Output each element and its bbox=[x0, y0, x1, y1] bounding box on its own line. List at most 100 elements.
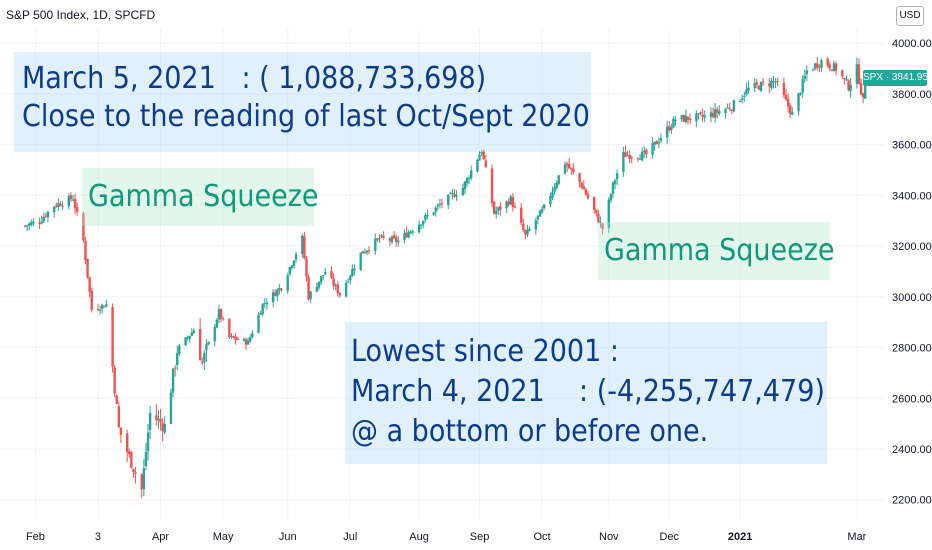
annotation-gamma-squeeze-right[interactable]: Gamma Squeeze bbox=[598, 222, 835, 280]
candle bbox=[178, 343, 181, 357]
annotation-gamma-squeeze-left-text: Gamma Squeeze bbox=[88, 179, 319, 214]
candle bbox=[528, 226, 531, 232]
candle bbox=[659, 133, 663, 143]
candle bbox=[684, 109, 688, 124]
y-tick-label: 4000.00 bbox=[892, 38, 932, 50]
candle bbox=[82, 211, 85, 243]
candle bbox=[265, 298, 269, 310]
candle bbox=[219, 308, 223, 323]
y-tick-label: 3800.00 bbox=[892, 89, 932, 101]
candle bbox=[843, 77, 846, 85]
candle bbox=[753, 78, 756, 93]
annotation-gamma-squeeze-left[interactable]: Gamma Squeeze bbox=[82, 168, 319, 226]
candle bbox=[830, 69, 834, 72]
candle bbox=[718, 105, 721, 116]
candle bbox=[801, 74, 804, 98]
y-tick-label: 2800.00 bbox=[892, 343, 932, 355]
candle bbox=[540, 206, 544, 214]
candle bbox=[221, 316, 225, 321]
candle bbox=[453, 189, 456, 198]
candle bbox=[192, 328, 196, 334]
annotation-gamma-squeeze-right-text: Gamma Squeeze bbox=[604, 233, 835, 268]
candle bbox=[86, 258, 89, 279]
candle bbox=[484, 155, 487, 168]
x-tick-label: Apr bbox=[152, 531, 169, 543]
candle bbox=[73, 193, 77, 215]
candle bbox=[536, 215, 540, 225]
x-tick-label: Oct bbox=[534, 531, 551, 543]
candle bbox=[601, 222, 604, 235]
candle bbox=[490, 164, 494, 208]
candle bbox=[344, 280, 348, 298]
annotation-march-5[interactable]: March 5, 2021 : ( 1,088,733,698) Close t… bbox=[14, 52, 591, 152]
candle bbox=[228, 318, 231, 340]
candle bbox=[215, 318, 219, 329]
candle bbox=[741, 94, 744, 104]
candle bbox=[469, 165, 473, 181]
candle bbox=[724, 107, 727, 119]
candle bbox=[841, 69, 844, 79]
candle bbox=[709, 107, 713, 123]
candle bbox=[799, 92, 802, 97]
candle bbox=[645, 148, 648, 159]
candle bbox=[146, 423, 150, 461]
candle bbox=[526, 224, 529, 238]
candle bbox=[119, 427, 123, 444]
y-axis[interactable]: 2200.00 2400.00 2600.00 2800.00 3000.00 3200.… bbox=[892, 38, 932, 506]
candle bbox=[334, 283, 337, 291]
candle bbox=[374, 233, 377, 255]
candle bbox=[570, 167, 573, 175]
candle bbox=[628, 149, 631, 163]
candle bbox=[665, 120, 669, 144]
candle bbox=[609, 192, 613, 204]
candle bbox=[597, 209, 600, 224]
candle bbox=[522, 218, 525, 232]
candle bbox=[730, 108, 734, 115]
currency-button[interactable]: USD bbox=[896, 6, 924, 26]
candle bbox=[638, 154, 642, 160]
candle bbox=[670, 123, 673, 134]
candle bbox=[419, 224, 423, 230]
candle bbox=[788, 102, 792, 118]
candle bbox=[397, 235, 400, 247]
candle bbox=[278, 284, 281, 295]
x-axis[interactable]: Feb 3 Apr May Jun Jul Aug Sep Oct Nov Dec 2021 Mar bbox=[26, 531, 867, 543]
candle bbox=[774, 78, 777, 89]
candle bbox=[478, 150, 481, 161]
x-tick-label: Dec bbox=[659, 531, 679, 543]
candle bbox=[686, 116, 690, 125]
candle bbox=[565, 161, 569, 172]
candle bbox=[447, 194, 450, 210]
candle bbox=[438, 198, 442, 209]
candle bbox=[728, 102, 731, 112]
y-tick-label: 2200.00 bbox=[892, 495, 932, 507]
candle bbox=[826, 57, 829, 68]
candle bbox=[403, 229, 406, 244]
candle bbox=[259, 310, 262, 315]
annotation-lowest-since-2001[interactable]: Lowest since 2001 : March 4, 2021 : (-4,… bbox=[345, 322, 827, 464]
candle bbox=[38, 217, 41, 230]
candle bbox=[144, 442, 148, 471]
candle bbox=[367, 246, 371, 255]
candle bbox=[440, 198, 444, 209]
candle bbox=[301, 233, 304, 259]
candle bbox=[701, 108, 704, 122]
candle bbox=[330, 265, 333, 280]
candle bbox=[451, 189, 454, 200]
candle bbox=[388, 236, 392, 247]
candle bbox=[140, 473, 143, 499]
candle bbox=[324, 267, 327, 275]
candle bbox=[699, 111, 702, 116]
annotation-march-5-line-1: March 5, 2021 : ( 1,088,733,698) bbox=[22, 61, 487, 96]
annotation-march-5-line-2: Close to the reading of last Oct/Sept 20… bbox=[22, 99, 590, 134]
candle bbox=[155, 404, 158, 426]
candle bbox=[682, 114, 686, 122]
candle bbox=[90, 287, 93, 313]
symbol-title[interactable]: S&P 500 Index, 1D, SPCFD bbox=[6, 8, 156, 22]
candle bbox=[142, 459, 146, 497]
candle bbox=[572, 162, 575, 175]
x-tick-label: 3 bbox=[95, 531, 101, 543]
candle bbox=[624, 145, 627, 158]
